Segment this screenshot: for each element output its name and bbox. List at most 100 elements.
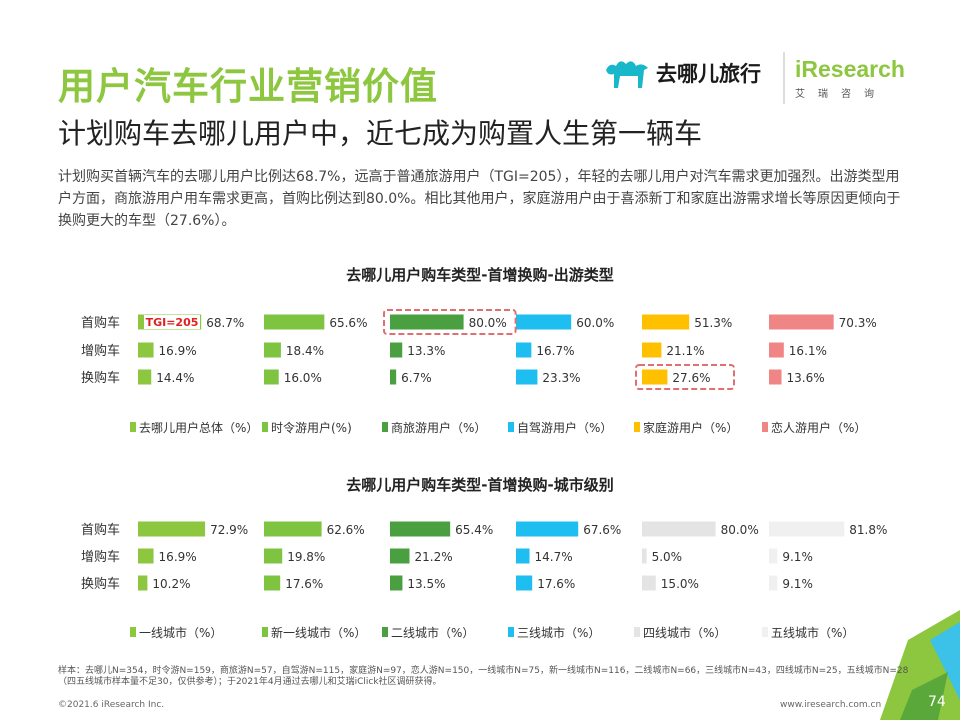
bar — [769, 548, 778, 564]
data-label: 14.4% — [156, 371, 194, 385]
data-label: 13.5% — [407, 577, 445, 591]
bar — [390, 314, 464, 330]
bar — [516, 314, 572, 330]
bar — [390, 521, 451, 537]
bar — [642, 575, 656, 591]
legend-label: 五线城市（%） — [771, 625, 854, 640]
bar — [769, 521, 845, 537]
data-label: 23.3% — [542, 371, 580, 385]
legend-swatch — [508, 627, 514, 637]
bar — [769, 342, 784, 358]
legend-swatch — [634, 422, 640, 432]
data-label: 16.0% — [284, 371, 322, 385]
bar — [642, 521, 716, 537]
legend-swatch — [130, 422, 136, 432]
page-subtitle: 计划购车去哪儿用户中，近七成为购置人生第一辆车 — [58, 117, 703, 150]
copyright: ©2021.6 iResearch Inc. — [58, 700, 165, 710]
bar — [516, 521, 579, 537]
legend-label: 家庭游用户（%） — [643, 420, 738, 435]
highlight-box — [383, 309, 517, 335]
data-label: 68.7% — [206, 316, 244, 330]
category-label: 换购车 — [81, 370, 120, 386]
category-label: 增购车 — [81, 549, 120, 565]
data-label: 16.9% — [159, 550, 197, 564]
chart-title: 去哪儿用户购车类型-首增换购-出游类型 — [346, 266, 613, 284]
bar — [138, 369, 152, 385]
category-label: 首购车 — [81, 315, 120, 331]
data-label: 21.1% — [666, 344, 704, 358]
iresearch-logo: iResearch 艾瑞咨询 — [795, 56, 905, 100]
category-label: 首购车 — [81, 522, 120, 538]
bar — [769, 575, 778, 591]
data-label: 21.2% — [415, 550, 453, 564]
logo-divider — [783, 52, 785, 104]
qunar-logo-text: 去哪儿旅行 — [656, 62, 761, 86]
data-label: 65.6% — [329, 316, 367, 330]
legend-swatch — [762, 627, 768, 637]
legend-swatch — [762, 422, 768, 432]
data-label: 10.2% — [152, 577, 190, 591]
legend-label: 二线城市（%） — [391, 625, 474, 640]
bar — [516, 342, 532, 358]
tgi-badge-bg — [144, 315, 200, 329]
data-label: 60.0% — [576, 316, 614, 330]
data-label: 9.1% — [782, 550, 813, 564]
bar — [769, 314, 834, 330]
data-label: 80.0% — [469, 316, 507, 330]
category-label: 增购车 — [81, 343, 120, 359]
bar — [390, 575, 403, 591]
camel-icon — [606, 61, 648, 88]
legend-label: 恋人游用户（%） — [771, 420, 866, 435]
data-label: 17.6% — [285, 577, 323, 591]
highlight-box — [635, 364, 735, 390]
bar — [642, 314, 690, 330]
bar — [138, 521, 206, 537]
bar — [264, 521, 322, 537]
data-label: 67.6% — [583, 523, 621, 537]
data-label: 70.3% — [839, 316, 877, 330]
bar — [390, 342, 403, 358]
bar — [516, 575, 533, 591]
legend-swatch — [634, 627, 640, 637]
bar — [390, 369, 397, 385]
legend-label: 商旅游用户（%） — [391, 420, 486, 435]
bar — [138, 342, 154, 358]
data-label: 51.3% — [694, 316, 732, 330]
data-label: 14.7% — [535, 550, 573, 564]
chart-title: 去哪儿用户购车类型-首增换购-城市级别 — [346, 476, 613, 494]
data-label: 16.1% — [789, 344, 827, 358]
legend-swatch — [262, 627, 268, 637]
legend-swatch — [508, 422, 514, 432]
data-label: 6.7% — [401, 371, 432, 385]
data-label: 16.7% — [536, 344, 574, 358]
bar — [264, 369, 279, 385]
bar — [264, 314, 325, 330]
bar — [264, 342, 281, 358]
data-label: 27.6% — [672, 371, 710, 385]
bar — [642, 548, 647, 564]
bar — [642, 369, 668, 385]
legend-swatch — [262, 422, 268, 432]
legend-label: 四线城市（%） — [643, 625, 726, 640]
bar — [264, 548, 283, 564]
page-title: 用户汽车行业营销价值 — [58, 65, 438, 108]
bar — [769, 369, 782, 385]
data-label: 72.9% — [210, 523, 248, 537]
legend-swatch — [130, 627, 136, 637]
sample-note: 样本：去哪儿N=354，时令游N=159，商旅游N=57，自驾游N=115，家庭… — [58, 666, 909, 687]
legend-label: 去哪儿用户总体（%） — [139, 420, 258, 435]
legend-swatch — [382, 422, 388, 432]
data-label: 65.4% — [455, 523, 493, 537]
bar — [516, 369, 538, 385]
legend-label: 时令游用户(%) — [271, 420, 352, 435]
category-label: 换购车 — [81, 576, 120, 592]
data-label: 62.6% — [327, 523, 365, 537]
legend-label: 新一线城市（%） — [271, 625, 366, 640]
data-label: 13.6% — [787, 371, 825, 385]
data-label: 18.4% — [286, 344, 324, 358]
data-label: 17.6% — [537, 577, 575, 591]
bar — [138, 548, 154, 564]
bar — [516, 548, 530, 564]
tgi-badge: TGI=205 — [146, 316, 199, 329]
